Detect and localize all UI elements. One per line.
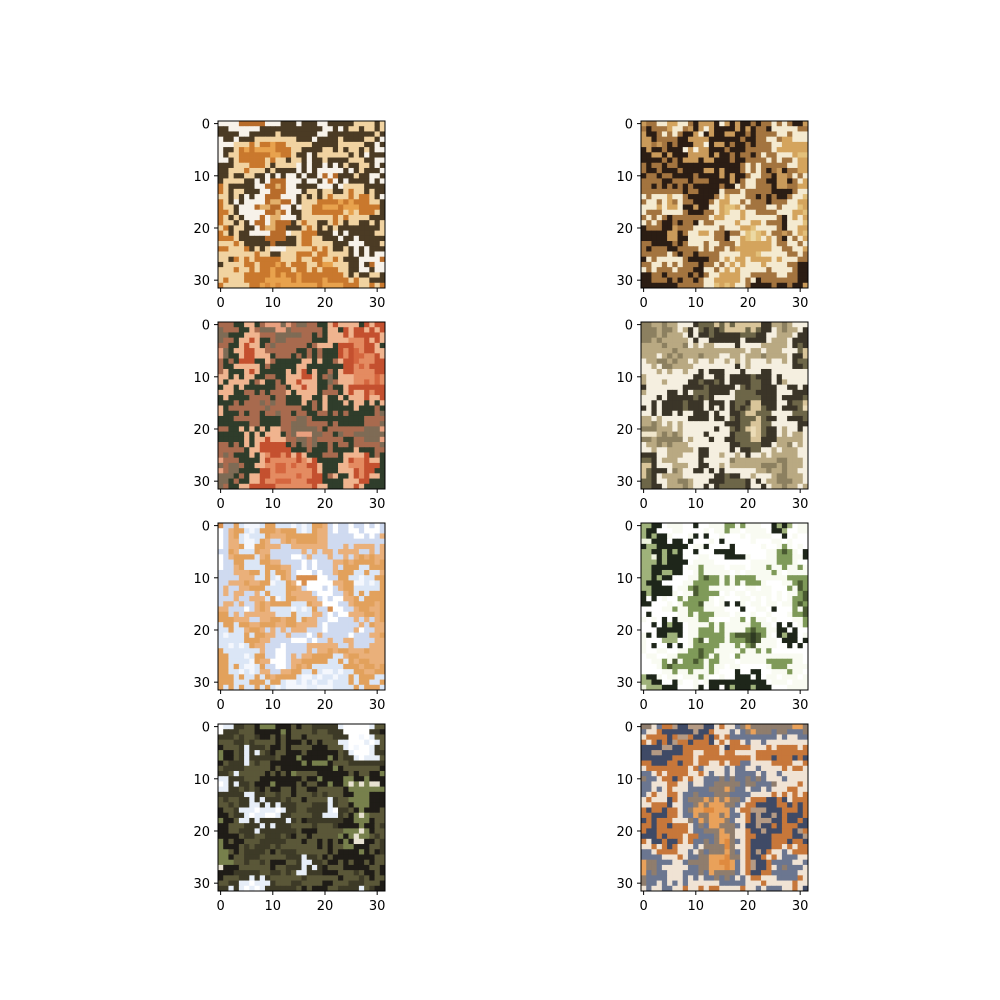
- image-panel-r3c2: 0 10 20 30 0 10 20 30: [616, 520, 809, 713]
- y-tick-label: 10: [616, 572, 633, 587]
- y-tick-label: 10: [616, 773, 633, 788]
- y-tick-label: 20: [193, 825, 210, 840]
- x-tick-label: 30: [369, 296, 386, 311]
- x-tick-label: 30: [792, 296, 809, 311]
- x-tick-label: 20: [317, 497, 334, 512]
- y-tick-label: 0: [202, 520, 210, 535]
- y-tick-label: 0: [202, 319, 210, 334]
- x-tick-label: 0: [216, 497, 224, 512]
- panels-layer: 0 10 20 30 0 10 20 30 0 10 20 30 0 10 20 30 0 10 20 30 0 10 20…: [193, 118, 809, 914]
- y-tick-label: 30: [193, 274, 210, 289]
- x-tick-label: 0: [639, 899, 647, 914]
- axes-frame: [640, 522, 809, 691]
- y-tick-label: 10: [193, 773, 210, 788]
- x-tick-label: 30: [369, 698, 386, 713]
- axes-frame: [217, 120, 386, 289]
- x-tick-label: 10: [265, 497, 282, 512]
- y-tick-label: 20: [193, 624, 210, 639]
- x-tick-label: 0: [639, 698, 647, 713]
- sample-image-r4c1: [218, 724, 386, 892]
- image-panel-r1c1: 0 10 20 30 0 10 20 30: [193, 118, 386, 311]
- x-tick-label: 10: [688, 899, 705, 914]
- x-tick-label: 20: [317, 899, 334, 914]
- y-tick-label: 30: [193, 676, 210, 691]
- sample-image-r2c2: [641, 322, 809, 490]
- x-tick-label: 10: [265, 698, 282, 713]
- y-tick-label: 20: [616, 624, 633, 639]
- x-tick-label: 20: [317, 698, 334, 713]
- x-tick-label: 10: [265, 899, 282, 914]
- x-tick-label: 0: [639, 497, 647, 512]
- y-tick-label: 30: [616, 274, 633, 289]
- axes-frame: [217, 723, 386, 892]
- y-tick-label: 20: [193, 222, 210, 237]
- sample-image-r4c2: [641, 724, 809, 892]
- image-panel-r4c2: 0 10 20 30 0 10 20 30: [616, 721, 809, 914]
- y-tick-label: 10: [616, 371, 633, 386]
- x-tick-label: 20: [740, 497, 757, 512]
- y-tick-label: 20: [616, 825, 633, 840]
- image-panel-r4c1: 0 10 20 30 0 10 20 30: [193, 721, 386, 914]
- y-tick-label: 10: [193, 170, 210, 185]
- x-tick-label: 10: [688, 698, 705, 713]
- x-tick-label: 0: [639, 296, 647, 311]
- x-tick-label: 30: [369, 497, 386, 512]
- image-panel-r2c2: 0 10 20 30 0 10 20 30: [616, 319, 809, 512]
- y-tick-label: 30: [616, 475, 633, 490]
- y-tick-label: 30: [193, 877, 210, 892]
- x-tick-label: 20: [740, 899, 757, 914]
- sample-image-r1c1: [218, 121, 386, 289]
- y-tick-label: 10: [193, 371, 210, 386]
- image-panel-r3c1: 0 10 20 30 0 10 20 30: [193, 520, 386, 713]
- x-tick-label: 20: [317, 296, 334, 311]
- x-tick-label: 30: [369, 899, 386, 914]
- sample-image-r1c2: [641, 121, 809, 289]
- sample-image-r2c1: [218, 322, 386, 490]
- axes-frame: [640, 120, 809, 289]
- y-tick-label: 0: [625, 520, 633, 535]
- y-tick-label: 20: [616, 222, 633, 237]
- y-tick-label: 0: [202, 118, 210, 133]
- x-tick-label: 0: [216, 698, 224, 713]
- x-tick-label: 0: [216, 899, 224, 914]
- x-tick-label: 0: [216, 296, 224, 311]
- x-tick-label: 10: [688, 296, 705, 311]
- axes-frame: [640, 723, 809, 892]
- sample-image-r3c2: [641, 523, 809, 691]
- y-tick-label: 10: [616, 170, 633, 185]
- axes-frame: [640, 321, 809, 490]
- y-tick-label: 0: [625, 319, 633, 334]
- y-tick-label: 0: [625, 721, 633, 736]
- y-tick-label: 30: [193, 475, 210, 490]
- y-tick-label: 0: [625, 118, 633, 133]
- y-tick-label: 10: [193, 572, 210, 587]
- y-tick-label: 20: [193, 423, 210, 438]
- image-panel-r1c2: 0 10 20 30 0 10 20 30: [616, 118, 809, 311]
- y-tick-label: 0: [202, 721, 210, 736]
- x-tick-label: 10: [265, 296, 282, 311]
- axes-frame: [217, 522, 386, 691]
- x-tick-label: 20: [740, 698, 757, 713]
- x-tick-label: 30: [792, 497, 809, 512]
- x-tick-label: 30: [792, 899, 809, 914]
- x-tick-label: 30: [792, 698, 809, 713]
- image-panel-r2c1: 0 10 20 30 0 10 20 30: [193, 319, 386, 512]
- axes-frame: [217, 321, 386, 490]
- y-tick-label: 30: [616, 676, 633, 691]
- x-tick-label: 10: [688, 497, 705, 512]
- y-tick-label: 30: [616, 877, 633, 892]
- sample-image-r3c1: [218, 523, 386, 691]
- x-tick-label: 20: [740, 296, 757, 311]
- y-tick-label: 20: [616, 423, 633, 438]
